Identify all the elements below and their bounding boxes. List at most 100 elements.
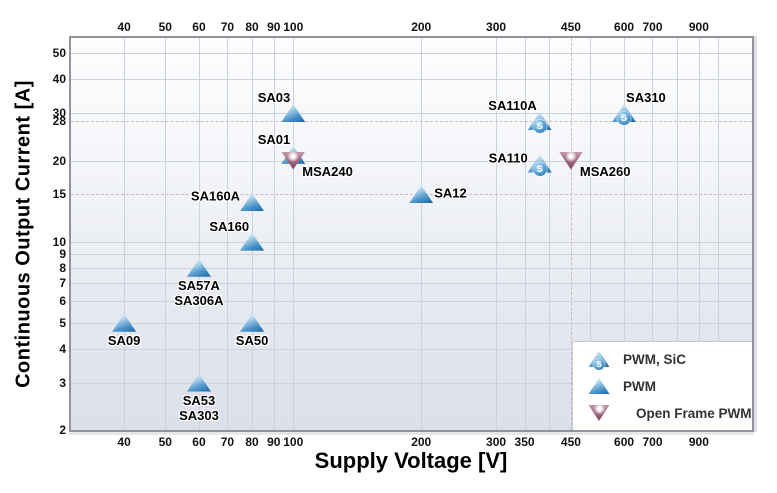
x-tick-top: 70 [220,20,235,34]
marker-label: MSA260 [579,163,631,179]
h-gridline [71,113,752,115]
pwm-marker-icon [240,193,265,212]
marker-msa260 [558,151,583,170]
h-gridline [71,79,752,81]
x-tick-bottom: 900 [688,435,709,449]
v-gridline [421,38,423,430]
h-gridline [71,267,752,269]
pwm-marker-icon [186,373,211,392]
legend-item-label: PWM, SiC [623,352,686,367]
v-dashed-line [570,38,572,430]
legend-marker-icon: S [587,351,611,370]
marker-label: SA57A SA306A [174,277,224,308]
v-gridline [677,38,679,430]
x-tick-top: 90 [267,20,281,34]
pwm-marker-icon [186,258,211,277]
y-tick: 50 [52,46,66,61]
open-frame-marker-icon [588,405,610,421]
v-gridline [624,38,626,430]
v-gridline [524,38,526,430]
x-tick-bottom: 70 [220,435,235,449]
marker-label: SA110 [488,150,528,166]
h-gridline [71,53,752,55]
h-gridline [71,283,752,285]
v-gridline [198,38,200,430]
y-tick: 15 [52,187,66,202]
x-tick-bottom: 700 [642,435,663,449]
x-tick-top: 450 [560,20,581,34]
h-gridline [71,382,752,384]
x-tick-top: 50 [158,20,172,34]
h-gridline [71,348,752,350]
marker-label: SA09 [107,332,141,348]
sic-s-badge-icon: S [617,112,631,126]
marker-label: MSA240 [302,163,353,179]
v-gridline [293,38,295,430]
marker-sa50 [240,313,265,332]
x-tick-bottom: 50 [158,435,172,449]
legend: S PWM, SiC PWM Open Frame PWM [572,341,752,430]
y-tick: 40 [52,72,66,87]
v-gridline [590,38,592,430]
legend-item-label: Open Frame PWM [636,406,752,421]
y-tick: 8 [59,260,66,275]
y-tick: 3 [59,375,66,390]
legend-marker-icon [587,378,611,395]
x-tick-bottom: 90 [267,435,281,449]
x-tick-bottom: 600 [614,435,635,449]
sic-s-badge-icon: S [533,120,547,134]
marker-sa03 [281,104,306,123]
y-tick: 5 [59,315,66,330]
marker-label: SA160 [209,218,250,234]
marker-sa160 [240,232,265,251]
x-tick-top: 900 [688,20,709,34]
x-tick-top: 300 [486,20,507,34]
marker-label: SA01 [257,131,291,147]
pwm-marker-icon [112,313,137,332]
marker-sa310: S [612,104,637,126]
y-tick: 2 [59,423,66,437]
y-tick: 20 [52,153,66,168]
h-gridline [71,160,752,162]
h-gridline [71,241,752,243]
x-tick-top: 600 [614,20,635,34]
x-tick-bottom: 100 [283,435,304,449]
pwm-marker-icon [588,378,610,394]
pwm-marker-icon [240,232,265,251]
marker-sa110a: S [527,112,552,134]
x-tick-bottom: 60 [192,435,206,449]
x-tick-top: 40 [117,20,131,34]
legend-item: S PWM, SiC [573,347,752,372]
v-gridline [227,38,229,430]
sic-s-badge-icon: S [593,359,605,370]
x-tick-top: 200 [411,20,432,34]
y-axis-title: Continuous Output Current [A] [12,80,35,388]
h-gridline [71,253,752,255]
v-gridline [698,38,700,430]
x-tick-bottom: 40 [117,435,131,449]
x-tick-bottom: 300 [486,435,507,449]
marker-label: SA310 [626,90,666,106]
marker-label: SA110A [488,98,537,114]
marker-sa12 [409,185,434,204]
sic-s-badge-icon: S [533,162,547,176]
marker-label: SA12 [434,185,467,201]
y-tick: 9 [59,246,66,261]
plot-area: S PWM, SiC PWM Open Frame PWM S SA110A S SA110… [69,36,754,432]
marker-msa240 [281,151,306,170]
v-gridline [273,38,275,430]
pwm-marker-icon [409,185,434,204]
marker-sa09 [112,313,137,332]
v-gridline [549,38,551,430]
x-tick-bottom: 80 [245,435,259,449]
marker-sa53 [186,373,211,392]
marker-sa160a [240,193,265,212]
pwm-marker-icon [240,313,265,332]
legend-marker-icon [587,405,611,422]
y-tick: 28 [52,114,66,129]
marker-label: SA50 [235,332,269,348]
x-tick-bottom: 450 [560,435,581,449]
v-gridline [124,38,126,430]
v-gridline [165,38,167,430]
